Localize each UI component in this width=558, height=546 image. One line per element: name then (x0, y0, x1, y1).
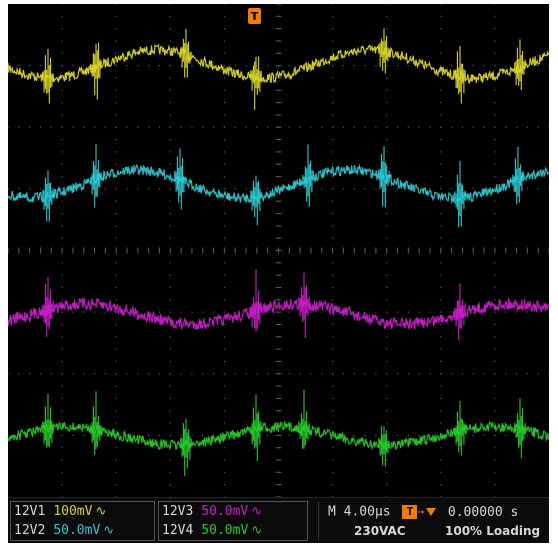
ch3-name: 12V3 (162, 504, 193, 519)
ch3-readout[interactable]: 12V3 50.0mV ∿ (162, 503, 262, 521)
timebase-readout[interactable]: M 4.00µs T → 0.00000 s (328, 503, 518, 521)
trigger-delay: 0.00000 s (448, 505, 518, 520)
oscilloscope-screen: T 12V1 100mV ∿ 12V2 50.0mV ∿ 12V3 50.0mV ∿ 12V… (8, 4, 549, 542)
ch4-trace (8, 390, 548, 476)
waveform-display: T (8, 4, 549, 497)
ch3-trace (8, 269, 548, 340)
ch2-readout[interactable]: 12V2 50.0mV ∿ (14, 522, 114, 540)
ch3-coupling-icon: ∿ (251, 504, 262, 519)
ch4-scale: 50.0mV (201, 523, 248, 538)
trigger-position-marker[interactable]: T (248, 8, 261, 24)
ch1-coupling-icon: ∿ (95, 504, 106, 519)
ch4-coupling-icon: ∿ (251, 523, 262, 538)
ch4-readout[interactable]: 12V4 50.0mV ∿ (162, 522, 262, 540)
ch2-coupling-icon: ∿ (103, 523, 114, 538)
ch2-name: 12V2 (14, 523, 45, 538)
timebase-label: M (328, 505, 336, 520)
trigger-position-icon: T (251, 10, 259, 23)
ch3-scale: 50.0mV (201, 504, 248, 519)
ch1-scale: 100mV (53, 504, 92, 519)
ch2-scale: 50.0mV (53, 523, 100, 538)
ch4-name: 12V4 (162, 523, 193, 538)
ch1-name: 12V1 (14, 504, 45, 519)
trigger-slope-icon (426, 508, 436, 516)
input-condition: 230VAC (354, 522, 406, 540)
divider (318, 502, 319, 540)
trigger-arrow-icon: → (417, 505, 424, 518)
status-bar: 12V1 100mV ∿ 12V2 50.0mV ∿ 12V3 50.0mV ∿ 12V4 5… (8, 497, 549, 543)
timebase-value: 4.00µs (344, 505, 391, 520)
ch2-trace (8, 144, 548, 228)
trigger-icon: T (402, 505, 417, 519)
ch1-readout[interactable]: 12V1 100mV ∿ (14, 503, 106, 521)
load-condition: 100% Loading (445, 522, 540, 540)
